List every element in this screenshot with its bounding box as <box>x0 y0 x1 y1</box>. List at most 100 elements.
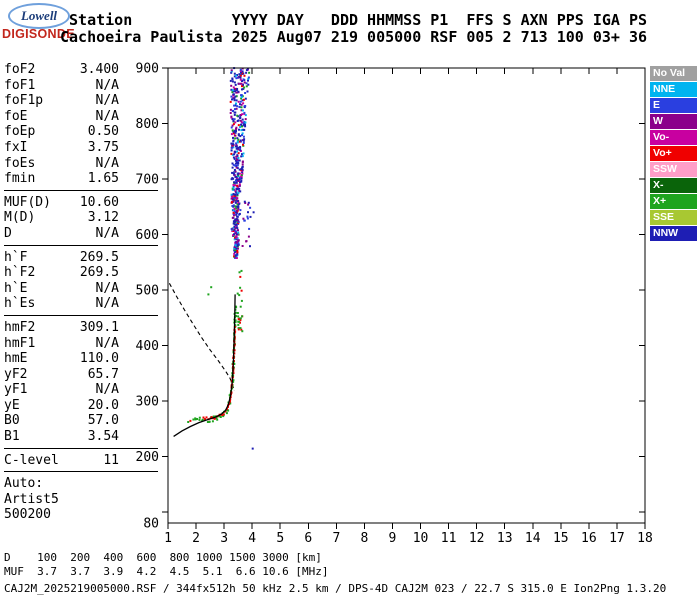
echo-dot <box>232 204 235 207</box>
echo-dot <box>239 317 242 320</box>
echo-dot <box>240 103 243 106</box>
echo-dot <box>233 343 236 346</box>
echo-dot <box>239 68 242 71</box>
param-row: 500200 <box>4 507 119 523</box>
echo-dot <box>234 201 237 204</box>
echo-dot <box>237 146 240 149</box>
echo-dot <box>235 209 238 212</box>
echo-dot <box>233 181 236 184</box>
echo-dot <box>248 227 251 230</box>
param-value: N/A <box>95 382 119 398</box>
echo-dot <box>240 175 243 178</box>
echo-dot <box>237 201 240 204</box>
echo-dot <box>233 207 236 210</box>
echo-dot <box>234 320 237 323</box>
echo-dot <box>230 193 233 196</box>
echo-dot <box>241 165 244 168</box>
echo-dot <box>242 141 245 144</box>
echo-dot <box>231 197 234 200</box>
echo-dot <box>247 76 250 79</box>
echo-dot <box>233 169 236 171</box>
echo-dot <box>233 225 236 228</box>
echo-dot <box>232 209 235 211</box>
param-row: fxI 3.75 <box>4 140 119 156</box>
param-row: B0 57.0 <box>4 413 119 429</box>
echo-dot <box>241 245 244 247</box>
echo-dot <box>230 197 233 200</box>
echo-dot <box>234 256 236 259</box>
echo-dot <box>246 215 249 218</box>
x-tick-label: 4 <box>248 531 256 546</box>
y-tick-label: 600 <box>136 228 159 243</box>
echo-dot <box>245 240 248 243</box>
legend-item-sse: SSE <box>650 210 697 225</box>
echo-dot <box>240 299 243 302</box>
echo-dot <box>239 147 242 150</box>
file-info-line: CAJ2M_2025219005000.RSF / 344fx512h 50 k… <box>4 582 667 595</box>
param-row: Auto: <box>4 476 119 492</box>
param-value: 65.7 <box>87 366 119 382</box>
echo-dot <box>236 160 239 162</box>
echo-dot <box>234 170 237 173</box>
param-label: h`E <box>4 280 28 296</box>
echo-dot <box>235 188 238 191</box>
echo-dot <box>235 207 237 210</box>
echo-dot <box>234 121 237 124</box>
param-label: foEs <box>4 155 36 171</box>
echo-dot <box>232 211 235 214</box>
echo-dot <box>243 86 246 89</box>
echo-dot <box>238 320 241 323</box>
echo-dot <box>249 215 252 218</box>
param-value: N/A <box>95 296 119 312</box>
echo-dot <box>231 216 234 219</box>
echo-dot <box>201 418 204 421</box>
param-value: 269.5 <box>79 265 119 281</box>
echo-dot <box>233 252 236 255</box>
echo-dot <box>233 245 236 248</box>
x-tick-label: 2 <box>192 531 200 546</box>
echo-dot <box>234 164 237 167</box>
echo-dot <box>242 102 245 105</box>
echo-dot <box>234 255 237 258</box>
param-group-divider <box>4 471 158 473</box>
echo-dot <box>233 153 236 156</box>
x-tick-label: 18 <box>637 531 653 546</box>
echo-dot <box>216 418 219 421</box>
echo-dot <box>235 179 238 182</box>
echo-dot <box>235 247 238 250</box>
echo-dot <box>236 245 239 247</box>
echo-dot <box>232 156 235 159</box>
echo-dot <box>233 81 236 84</box>
echo-dot <box>236 205 239 208</box>
param-label: foEp <box>4 124 36 140</box>
echo-dot <box>239 103 241 106</box>
echo-dot <box>236 105 239 108</box>
echo-dot <box>192 418 195 421</box>
param-group-divider <box>4 189 158 191</box>
echo-dot <box>242 78 245 81</box>
echo-dot <box>240 328 243 331</box>
param-row: foF1 N/A <box>4 78 119 94</box>
echo-dot <box>232 380 235 383</box>
echo-dot <box>238 106 241 108</box>
param-row: Artist5 <box>4 492 119 508</box>
echo-dot <box>233 174 236 177</box>
echo-dot <box>238 172 241 175</box>
echo-dot <box>233 129 236 132</box>
echo-dot <box>202 416 205 419</box>
echo-dot <box>236 193 239 196</box>
echo-dot <box>240 174 243 176</box>
echo-dot <box>242 144 245 147</box>
echo-dot <box>240 269 243 272</box>
echo-dot <box>230 84 233 87</box>
echo-dot <box>241 315 244 318</box>
echo-dot <box>237 138 240 141</box>
echo-dot <box>237 242 240 245</box>
echo-dot <box>236 227 239 230</box>
echo-dot <box>235 177 238 180</box>
x-tick-label: 9 <box>389 531 397 546</box>
param-label: h`Es <box>4 296 36 312</box>
param-label: foE <box>4 108 28 124</box>
param-value: 3.75 <box>87 139 119 155</box>
echo-dot <box>230 95 233 98</box>
